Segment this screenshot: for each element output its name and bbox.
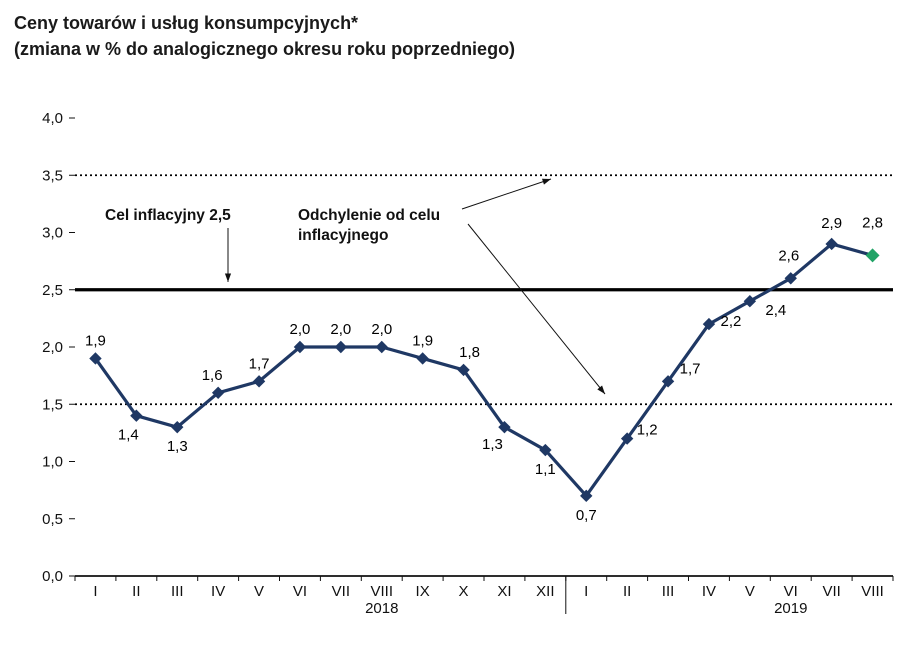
data-point-label: 2,0 bbox=[290, 321, 311, 338]
data-point-marker bbox=[416, 352, 429, 365]
x-axis-month-label: IV bbox=[211, 583, 225, 600]
y-axis-label: 1,5 bbox=[42, 396, 63, 413]
x-axis-month-label: VIII bbox=[861, 583, 884, 600]
x-axis-month-label: IV bbox=[702, 583, 716, 600]
x-axis-month-label: XII bbox=[536, 583, 554, 600]
chart-title-line1: Ceny towarów i usług konsumpcyjnych* bbox=[14, 13, 359, 33]
x-axis-month-label: I bbox=[584, 583, 588, 600]
y-axis-label: 0,0 bbox=[42, 568, 63, 585]
deviation-annotation-label-line1: Odchylenie od celu bbox=[298, 207, 440, 224]
data-point-marker bbox=[661, 375, 675, 388]
y-axis-label: 4,0 bbox=[42, 110, 63, 127]
x-axis-month-label: II bbox=[623, 583, 631, 600]
data-point-marker bbox=[784, 272, 797, 285]
x-axis-month-label: V bbox=[254, 583, 264, 600]
x-axis-month-label: VI bbox=[293, 583, 307, 600]
deviation-arrow-upper bbox=[461, 178, 552, 210]
x-axis-month-label: X bbox=[459, 583, 469, 600]
data-point-label: 1,6 bbox=[202, 367, 223, 384]
data-point-marker bbox=[293, 340, 307, 354]
data-point-label: 1,2 bbox=[637, 422, 658, 439]
deviation-arrow-upper-head bbox=[542, 178, 551, 185]
data-point-label: 1,3 bbox=[482, 436, 503, 453]
data-point-marker bbox=[457, 363, 470, 377]
y-axis-label: 2,5 bbox=[42, 282, 63, 299]
data-point-marker bbox=[130, 409, 143, 422]
target-arrow-head bbox=[224, 273, 232, 282]
series-line bbox=[93, 242, 875, 498]
target-annotation-label: Cel inflacyjny 2,5 bbox=[105, 207, 231, 224]
y-axis-label: 2,0 bbox=[42, 339, 63, 356]
data-point-marker bbox=[620, 432, 634, 445]
data-point-label: 0,7 bbox=[576, 507, 597, 524]
data-point-marker bbox=[539, 443, 552, 457]
chart-title-line2: (zmiana w % do analogicznego okresu roku… bbox=[14, 39, 516, 60]
x-axis-month-label: III bbox=[171, 583, 184, 600]
data-point-label: 1,4 bbox=[118, 427, 139, 444]
data-point-marker bbox=[89, 352, 102, 365]
data-point-label: 1,7 bbox=[249, 355, 270, 372]
data-point-label: 2,2 bbox=[721, 313, 742, 330]
x-axis-month-label: II bbox=[132, 583, 140, 600]
x-axis-month-label: VIII bbox=[370, 583, 393, 600]
deviation-arrow-lower bbox=[467, 223, 606, 395]
data-point-marker bbox=[825, 237, 838, 251]
data-point-label: 2,8 bbox=[862, 214, 883, 231]
x-axis-month-label: VI bbox=[784, 583, 798, 600]
data-point-label: 2,0 bbox=[330, 321, 351, 338]
x-axis-month-label: I bbox=[93, 583, 97, 600]
year-label: 2018 bbox=[365, 600, 398, 617]
x-axis-month-label: XI bbox=[497, 583, 511, 600]
data-point-marker-latest bbox=[865, 248, 880, 263]
data-point-marker bbox=[334, 340, 348, 354]
data-point-marker bbox=[498, 420, 511, 434]
y-axis-label: 3,5 bbox=[42, 167, 63, 184]
y-axis-label: 1,0 bbox=[42, 454, 63, 471]
data-point-marker bbox=[580, 489, 593, 503]
data-point-marker bbox=[252, 375, 266, 388]
data-point-marker bbox=[743, 295, 757, 308]
data-point-label: 1,1 bbox=[535, 461, 556, 478]
x-axis-month-label: V bbox=[745, 583, 755, 600]
y-axis-label: 3,0 bbox=[42, 225, 63, 242]
data-point-label: 1,9 bbox=[85, 332, 106, 349]
x-axis-month-label: VII bbox=[822, 583, 840, 600]
data-point-marker bbox=[702, 317, 716, 331]
data-point-label: 2,9 bbox=[821, 215, 842, 232]
data-point-label: 1,8 bbox=[459, 344, 480, 361]
year-label: 2019 bbox=[774, 600, 807, 617]
deviation-annotation-label-line2: inflacyjnego bbox=[298, 227, 388, 244]
data-point-label: 2,6 bbox=[778, 247, 799, 264]
chart-title: Ceny towarów i usług konsumpcyjnych* (zm… bbox=[14, 10, 515, 62]
data-point-label: 1,9 bbox=[412, 332, 433, 349]
data-point-marker bbox=[171, 420, 184, 434]
x-axis-month-label: IX bbox=[416, 583, 430, 600]
data-point-marker bbox=[211, 386, 225, 399]
data-point-label: 2,4 bbox=[765, 302, 786, 319]
x-axis-month-label: III bbox=[662, 583, 675, 600]
deviation-arrow-lower-head bbox=[597, 385, 605, 394]
data-point-label: 1,7 bbox=[680, 360, 701, 377]
data-point-label: 2,0 bbox=[371, 321, 392, 338]
data-point-marker bbox=[375, 340, 388, 354]
x-axis-month-label: VII bbox=[332, 583, 350, 600]
y-axis-label: 0,5 bbox=[42, 511, 63, 528]
data-point-label: 1,3 bbox=[167, 438, 188, 455]
